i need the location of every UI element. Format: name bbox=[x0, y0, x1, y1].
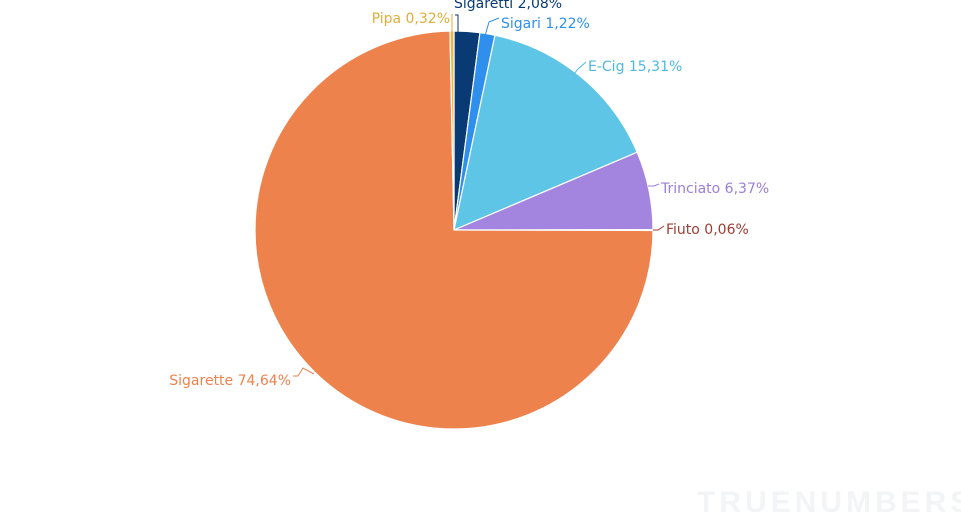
slice-label-pipa: Pipa 0,32% bbox=[372, 11, 450, 27]
watermark-logo: TRUENUMBERS bbox=[697, 486, 961, 519]
slice-label-e-cig: E-Cig 15,31% bbox=[588, 59, 682, 75]
pie-slice-e-cig bbox=[453, 34, 638, 231]
pie-chart: Sigaretti 2,08% Sigari 1,22% E-Cig 15,31% T… bbox=[169, 0, 769, 430]
label-connector-sigarette bbox=[293, 367, 315, 377]
label-connector-e-cig bbox=[573, 61, 587, 75]
label-connector-sigaretti bbox=[455, 14, 459, 33]
slice-label-sigarette: Sigarette 74,64% bbox=[169, 373, 291, 389]
slice-label-sigari: Sigari 1,22% bbox=[501, 16, 590, 32]
slice-label-fiuto: Fiuto 0,06% bbox=[666, 222, 749, 238]
slice-label-sigaretti: Sigaretti 2,08% bbox=[454, 0, 562, 12]
label-connector-trinciato bbox=[648, 183, 660, 187]
label-connector-fiuto bbox=[653, 225, 665, 231]
slice-label-trinciato: Trinciato 6,37% bbox=[660, 181, 769, 197]
label-connector-sigari bbox=[484, 17, 500, 37]
